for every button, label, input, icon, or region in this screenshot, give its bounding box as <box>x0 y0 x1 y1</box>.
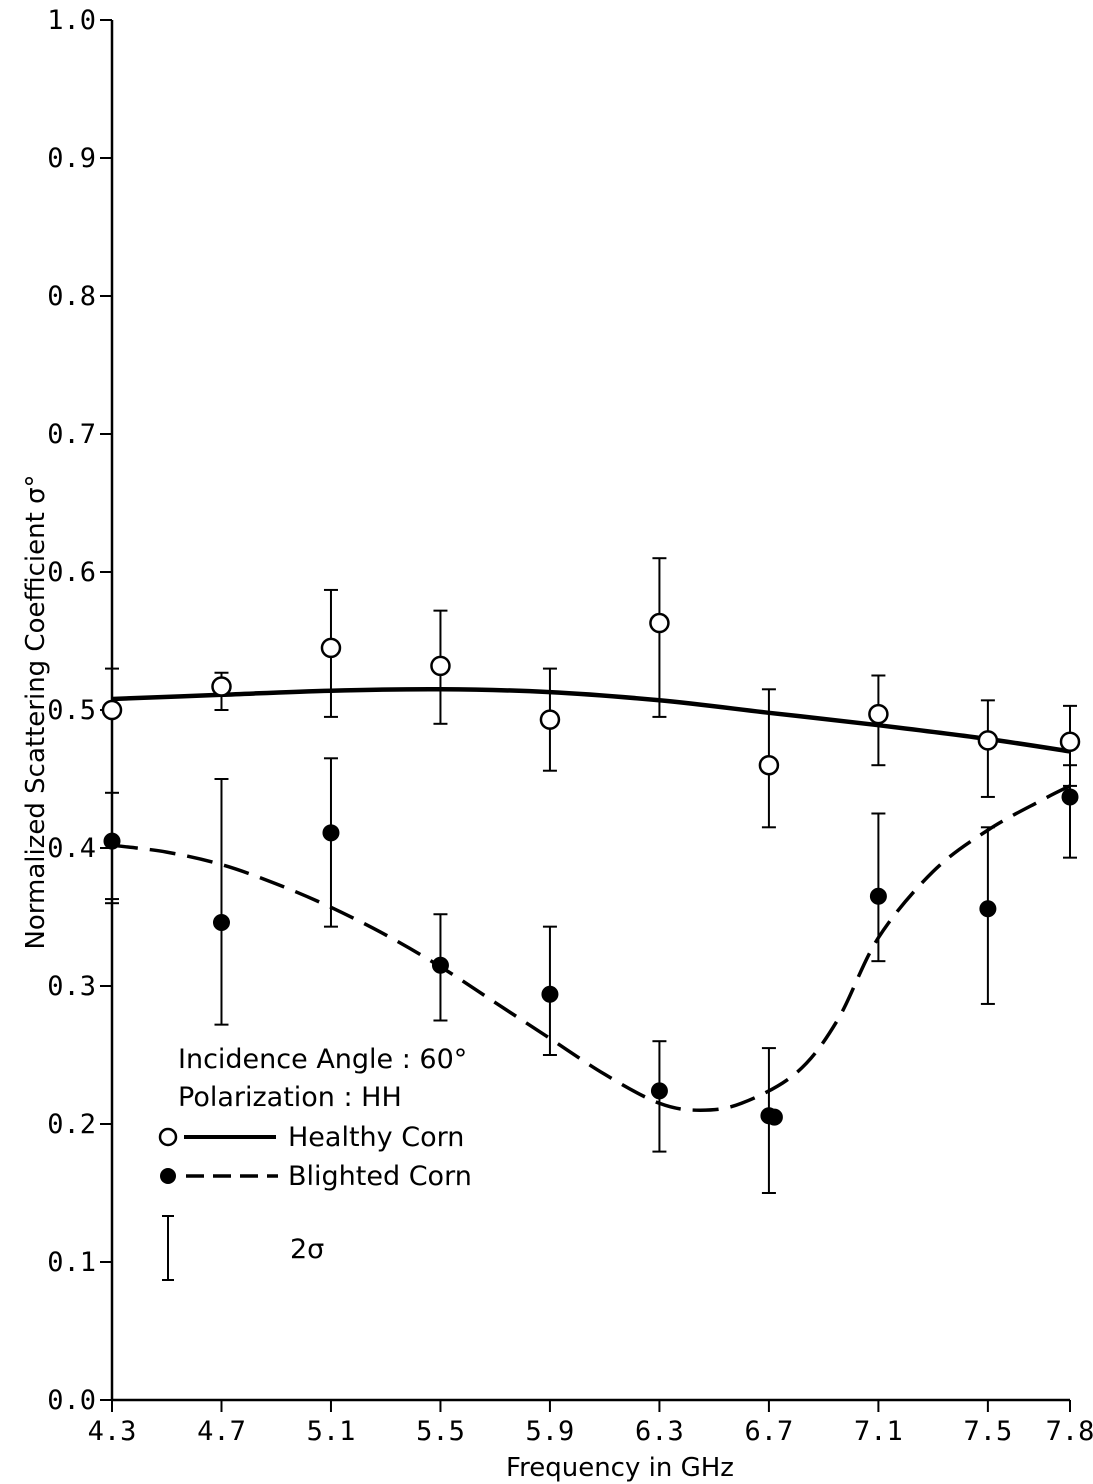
healthy-data-point <box>1059 731 1081 752</box>
y-tick-label: 0.8 <box>47 281 96 312</box>
blighted-data-point <box>650 1082 668 1100</box>
legend-incidence-angle: Incidence Angle : 60° <box>178 1044 467 1075</box>
x-tick-label: 4.7 <box>197 1416 246 1447</box>
healthy-fit-curve <box>111 687 1071 754</box>
blighted-error-bar <box>214 778 229 1026</box>
healthy-data-point <box>539 709 561 730</box>
x-tick-label: 7.8 <box>1046 1416 1093 1447</box>
y-tick-label: 0.2 <box>47 1109 96 1140</box>
axes <box>110 20 1070 1402</box>
x-axis-title: Frequency in GHz <box>506 1453 734 1483</box>
blighted-data-point <box>765 1108 783 1126</box>
blighted-error-bar <box>871 812 886 963</box>
blighted-data-point <box>979 900 997 918</box>
y-tick-label: 0.0 <box>47 1385 96 1416</box>
x-tick-label: 5.9 <box>526 1416 575 1447</box>
legend-blighted-marker <box>160 1168 176 1184</box>
healthy-data-point <box>758 754 780 776</box>
legend-healthy-label: Healthy Corn <box>288 1122 464 1153</box>
healthy-data-point <box>868 703 889 725</box>
y-tick-label: 0.9 <box>47 143 96 174</box>
legend-polarization: Polarization : HH <box>178 1082 402 1113</box>
healthy-error-bar <box>652 557 667 718</box>
x-tick-label: 4.3 <box>88 1416 137 1447</box>
markers <box>101 612 1081 1126</box>
y-tick-label: 0.5 <box>47 695 96 726</box>
y-tick-label: 0.6 <box>47 557 96 588</box>
legend-blighted-label: Blighted Corn <box>288 1161 472 1192</box>
x-ticks: 4.3 4.7 5.1 5.5 5.9 6.3 6.7 7.1 7.5 7.8 <box>88 1400 1093 1447</box>
y-tick-label: 0.4 <box>47 833 96 864</box>
x-tick-label: 6.7 <box>745 1416 794 1447</box>
legend-healthy-marker <box>158 1127 178 1147</box>
healthy-data-point <box>320 637 342 659</box>
blighted-error-bar <box>1063 764 1077 859</box>
blighted-data-point <box>322 824 340 842</box>
y-tick-label: 0.1 <box>47 1247 96 1278</box>
x-tick-label: 6.3 <box>635 1416 684 1447</box>
healthy-data-point <box>977 730 999 751</box>
healthy-data-point <box>430 655 451 677</box>
blighted-data-point <box>212 914 230 932</box>
blighted-error-bar <box>323 757 338 928</box>
legend-errorbar-label: 2σ <box>290 1234 324 1265</box>
blighted-data-point <box>1061 788 1079 806</box>
x-tick-label: 7.1 <box>854 1416 903 1447</box>
x-tick-label: 5.5 <box>416 1416 465 1447</box>
blighted-data-point <box>431 956 449 974</box>
y-axis-title: Normalized Scattering Coefficient σ° <box>21 474 51 949</box>
y-tick-label: 0.7 <box>47 419 96 450</box>
blighted-data-point <box>869 887 887 905</box>
x-tick-label: 5.1 <box>307 1416 356 1447</box>
legend-errorbar-symbol <box>162 1215 174 1281</box>
curves <box>111 687 1071 1112</box>
healthy-data-point <box>101 699 123 721</box>
y-tick-label: 1.0 <box>47 5 96 36</box>
healthy-data-point <box>211 676 232 697</box>
healthy-data-point <box>649 612 670 634</box>
blighted-data-point <box>541 985 559 1003</box>
blighted-data-point <box>103 832 121 850</box>
blighted-fit-curve <box>111 784 1071 1112</box>
y-tick-label: 0.3 <box>47 971 96 1002</box>
legend: Incidence Angle : 60° Polarization : HH … <box>158 1044 472 1281</box>
x-tick-label: 7.5 <box>963 1416 1012 1447</box>
